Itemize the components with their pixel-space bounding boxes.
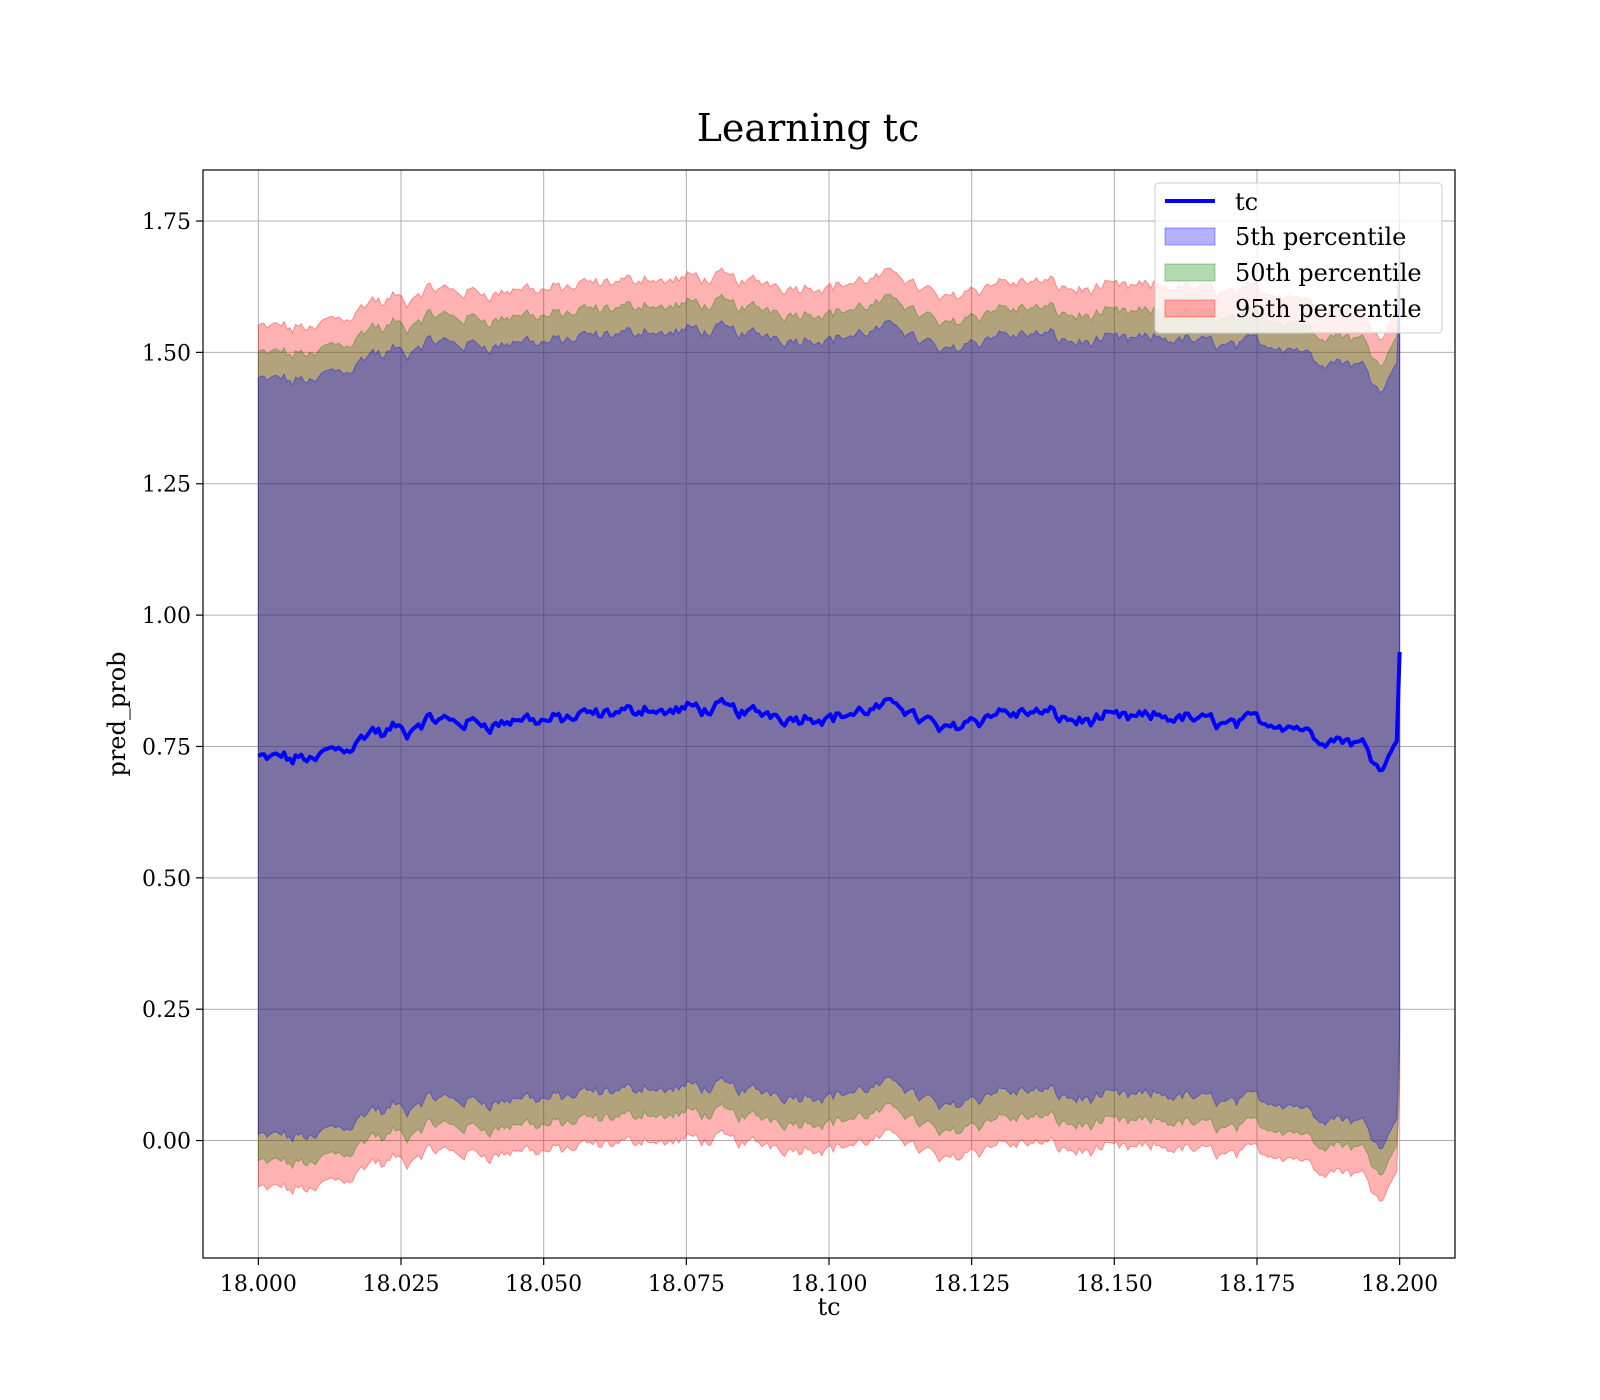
- y-tick-label: 1.00: [142, 604, 191, 629]
- tc-line: [257, 651, 1402, 773]
- legend: tc 5th percentile 50th percentile 95th p…: [1154, 182, 1443, 334]
- legend-frame: [1154, 182, 1443, 334]
- y-tick-label: 0.75: [142, 735, 191, 760]
- y-tick-label: 0.00: [142, 1130, 191, 1155]
- x-tick-label: 18.100: [791, 1272, 868, 1297]
- mean-line-layer: [257, 651, 1402, 773]
- chart-title: Learning tc: [697, 106, 920, 150]
- y-tick-label: 1.75: [142, 210, 191, 235]
- legend-label-50th: 50th percentile: [1235, 259, 1422, 287]
- y-tick-label: 0.50: [142, 867, 191, 892]
- x-tick-label: 18.175: [1218, 1272, 1295, 1297]
- x-tick-label: 18.075: [648, 1272, 725, 1297]
- y-axis-label: pred_prob: [103, 651, 131, 776]
- x-tick-label: 18.000: [220, 1272, 297, 1297]
- x-axis-ticks: 18.000 18.025 18.050 18.075 18.100 18.125 18.1…: [220, 1258, 1438, 1297]
- y-axis-ticks: 0.00 0.25 0.50 0.75 1.00 1.25 1.50 1.75: [142, 210, 203, 1155]
- legend-swatch-50th: [1164, 263, 1216, 282]
- x-axis-label: tc: [817, 1293, 840, 1321]
- x-tick-label: 18.025: [363, 1272, 440, 1297]
- percentile-band: [257, 273, 1401, 1150]
- legend-swatch-95th: [1164, 299, 1216, 318]
- y-tick-label: 0.25: [142, 998, 191, 1023]
- x-tick-label: 18.125: [933, 1272, 1010, 1297]
- y-tick-label: 1.25: [142, 473, 191, 498]
- percentile-band: [257, 247, 1401, 1176]
- y-tick-label: 1.50: [142, 341, 191, 366]
- percentile-band: [257, 221, 1401, 1202]
- legend-label-tc: tc: [1235, 188, 1258, 216]
- x-tick-label: 18.050: [505, 1272, 582, 1297]
- legend-swatch-5th: [1164, 227, 1216, 246]
- legend-label-5th: 5th percentile: [1235, 223, 1406, 251]
- x-tick-label: 18.150: [1076, 1272, 1153, 1297]
- grid: [203, 170, 1455, 1258]
- percentile-bands: [257, 221, 1401, 1202]
- x-tick-label: 18.200: [1361, 1272, 1438, 1297]
- legend-label-95th: 95th percentile: [1235, 295, 1422, 323]
